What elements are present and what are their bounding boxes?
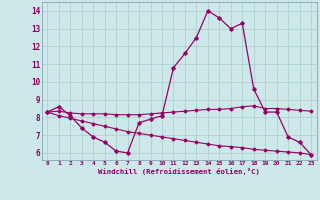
X-axis label: Windchill (Refroidissement éolien,°C): Windchill (Refroidissement éolien,°C)	[98, 168, 260, 175]
